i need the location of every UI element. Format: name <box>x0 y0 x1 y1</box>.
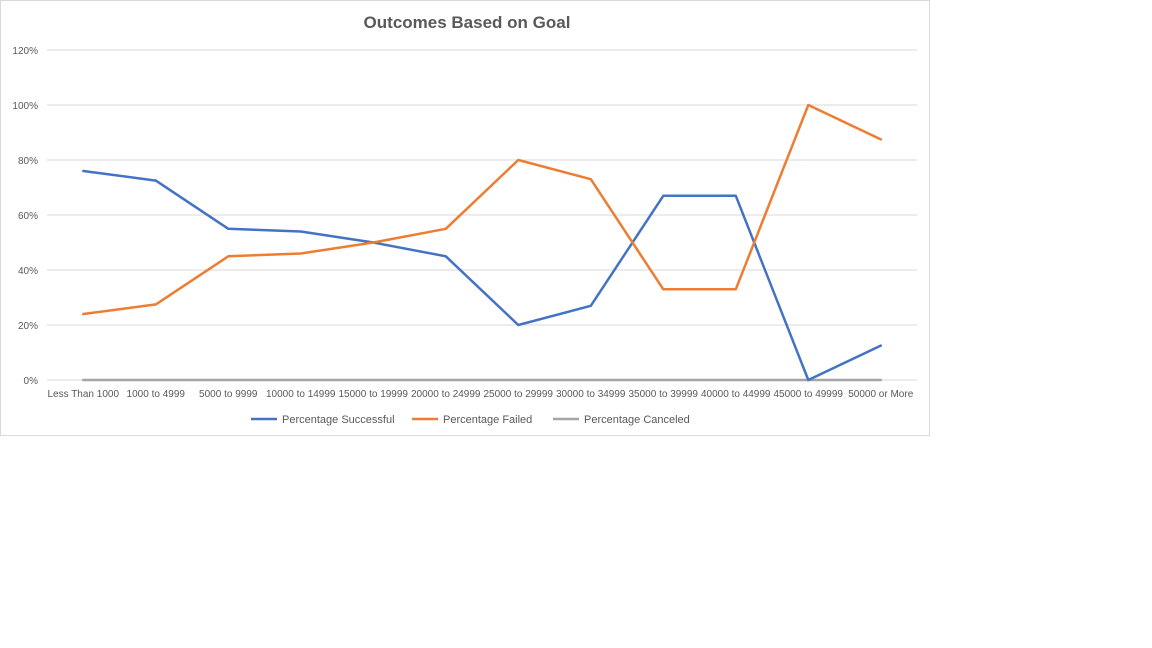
series-line-percentage-successful <box>82 169 883 382</box>
legend-label: Percentage Successful <box>282 414 395 426</box>
x-tick-label: 30000 to 34999 <box>556 389 626 400</box>
plot-area <box>82 103 883 382</box>
legend-label: Percentage Failed <box>443 414 532 426</box>
x-tick-label: 20000 to 24999 <box>411 389 481 400</box>
x-tick-label: 15000 to 19999 <box>338 389 408 400</box>
x-tick-label: 40000 to 44999 <box>701 389 771 400</box>
y-tick-label: 80% <box>18 156 38 167</box>
y-tick-label: 0% <box>24 376 39 387</box>
y-tick-label: 60% <box>18 211 38 222</box>
x-tick-label: 25000 to 29999 <box>483 389 553 400</box>
y-tick-label: 20% <box>18 321 38 332</box>
chart-title: Outcomes Based on Goal <box>364 13 571 32</box>
x-tick-label: 10000 to 14999 <box>266 389 336 400</box>
y-tick-label: 100% <box>12 101 38 112</box>
legend: Percentage Successful Percentage Failed Pe… <box>251 414 690 426</box>
legend-label: Percentage Canceled <box>584 414 690 426</box>
y-tick-label: 40% <box>18 266 38 277</box>
x-tick-label: 50000 or More <box>848 389 913 400</box>
x-tick-label: 35000 to 39999 <box>628 389 698 400</box>
y-tick-label: 120% <box>12 46 38 57</box>
grid <box>47 49 917 381</box>
chart-svg: Outcomes Based on Goal 0% 20% 40% 60% 80% 100… <box>12 13 917 426</box>
x-tick-label: Less Than 1000 <box>47 389 119 400</box>
series-line-percentage-failed <box>82 103 883 316</box>
x-axis: Less Than 1000 1000 to 4999 5000 to 9999 10… <box>47 389 913 400</box>
x-tick-label: 45000 to 49999 <box>773 389 843 400</box>
y-axis: 0% 20% 40% 60% 80% 100% 120% <box>12 46 38 387</box>
chart-frame: Outcomes Based on Goal 0% 20% 40% 60% 80% 100… <box>0 0 930 436</box>
x-tick-label: 5000 to 9999 <box>199 389 258 400</box>
x-tick-label: 1000 to 4999 <box>127 389 186 400</box>
